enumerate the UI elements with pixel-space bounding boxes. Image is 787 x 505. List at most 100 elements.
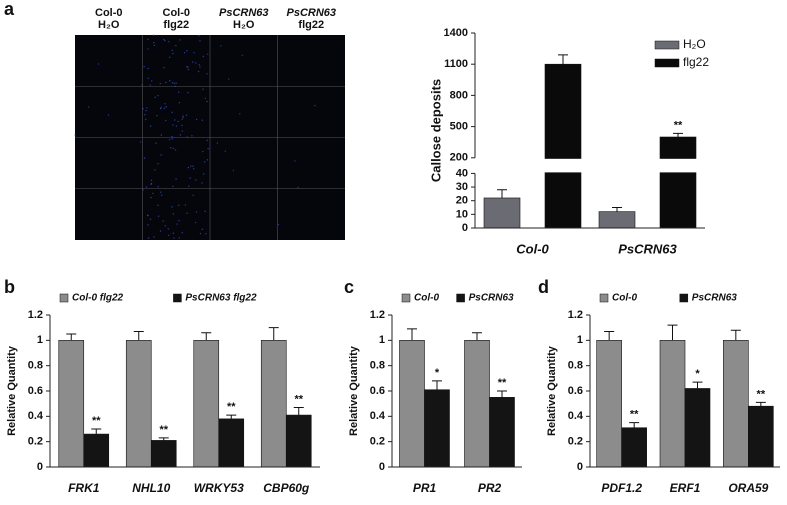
- callose-spot: [152, 34, 155, 36]
- error-bar: [407, 328, 417, 341]
- callose-spot: [186, 49, 188, 52]
- y-tick-label: 800: [450, 89, 468, 101]
- callose-spot: [179, 134, 182, 136]
- callose-spot: [157, 215, 160, 217]
- bar: [544, 63, 582, 229]
- callose-spot: [186, 136, 188, 138]
- y-tick-label: 0: [462, 222, 468, 234]
- callose-spot: [239, 113, 241, 115]
- bar: [596, 340, 622, 468]
- callose-spot: [173, 237, 175, 239]
- significance-label: **: [227, 401, 236, 413]
- column-label: flg22: [163, 19, 189, 31]
- callose-spot: [146, 107, 148, 109]
- callose-spot: [160, 134, 163, 136]
- y-tick-label: 0.2: [370, 436, 385, 448]
- callose-spot: [157, 163, 159, 165]
- callose-spot: [204, 210, 206, 213]
- callose-spot: [201, 119, 204, 121]
- callose-spot: [74, 134, 76, 136]
- bar: [399, 340, 425, 468]
- y-tick-label: 0.2: [28, 436, 43, 448]
- bar: [193, 340, 220, 468]
- callose-spot: [297, 186, 299, 189]
- y-tick-label: 1: [379, 334, 385, 346]
- callose-spot: [143, 65, 145, 68]
- callose-spot: [142, 189, 144, 191]
- callose-spot: [190, 165, 192, 167]
- legend-swatch: [59, 293, 69, 303]
- y-tick-label: 200: [450, 152, 468, 164]
- callose-spot: [199, 232, 202, 235]
- legend-label: flg22: [683, 55, 709, 69]
- error-bar: [692, 381, 703, 389]
- callose-spot: [88, 106, 90, 108]
- callose-spot: [195, 118, 198, 121]
- y-tick-label: 0.6: [568, 385, 583, 397]
- bar: [659, 340, 686, 468]
- callose-spot: [203, 161, 206, 163]
- callose-spot: [175, 178, 177, 180]
- y-tick-label: 500: [450, 121, 468, 133]
- significance-label: **: [159, 424, 168, 436]
- y-tick-label: 0.4: [370, 410, 386, 422]
- callose-spot: [182, 115, 184, 117]
- y-tick-label: 1100: [444, 58, 468, 70]
- legend-label: PsCRN63: [469, 293, 514, 304]
- bar: [150, 440, 177, 468]
- callose-spot: [147, 77, 150, 79]
- callose-spot: [168, 138, 171, 141]
- y-axis-label: Callose deposits: [428, 79, 443, 182]
- axis-break-gap: [474, 158, 706, 173]
- callose-spot: [206, 53, 209, 55]
- callose-spot: [232, 169, 235, 172]
- callose-spot: [198, 64, 201, 66]
- x-tick-label: CBP60g: [263, 481, 310, 495]
- callose-spot: [224, 150, 226, 152]
- legend-label: Col-0: [414, 293, 439, 304]
- y-tick-label: 0.8: [568, 360, 583, 372]
- significance-label: **: [294, 393, 303, 405]
- callose-spot: [185, 114, 188, 116]
- bar: [489, 397, 515, 468]
- callose-spot: [202, 173, 205, 175]
- callose-spot: [150, 196, 152, 199]
- callose-spot: [177, 120, 179, 123]
- callose-spot: [294, 160, 296, 162]
- error-bar: [133, 330, 144, 341]
- error-bar: [472, 332, 482, 341]
- callose-spot: [195, 62, 197, 64]
- callose-spot: [202, 150, 204, 153]
- y-tick-label: 0.8: [28, 360, 43, 372]
- bar: [464, 340, 490, 468]
- callose-spot: [184, 204, 187, 206]
- x-tick-label: NHL10: [132, 481, 170, 495]
- callose-spot: [154, 96, 156, 99]
- callose-spot: [178, 204, 180, 206]
- significance-label: **: [498, 377, 507, 389]
- bar: [684, 388, 711, 468]
- y-tick-label: 0.6: [370, 385, 385, 397]
- y-tick-label: 10: [456, 208, 468, 220]
- y-tick-label: 30: [456, 181, 468, 193]
- bar: [285, 414, 312, 468]
- x-tick-label: ORA59: [728, 481, 768, 495]
- callose-spot: [181, 130, 183, 132]
- callose-spot: [147, 67, 149, 70]
- callose-spot: [159, 107, 162, 110]
- significance-label: *: [695, 368, 700, 380]
- bar: [483, 197, 521, 229]
- bar: [58, 340, 85, 468]
- significance-label: **: [674, 119, 683, 131]
- callose-spot: [159, 230, 162, 232]
- significance-label: **: [92, 415, 101, 427]
- callose-spot: [144, 114, 146, 116]
- callose-spot: [153, 236, 155, 238]
- callose-spot: [164, 39, 166, 42]
- callose-spot: [179, 39, 181, 41]
- callose-spot: [157, 94, 159, 97]
- y-tick-label: 1: [577, 334, 583, 346]
- error-bar: [612, 207, 622, 212]
- callose-spot: [187, 68, 189, 71]
